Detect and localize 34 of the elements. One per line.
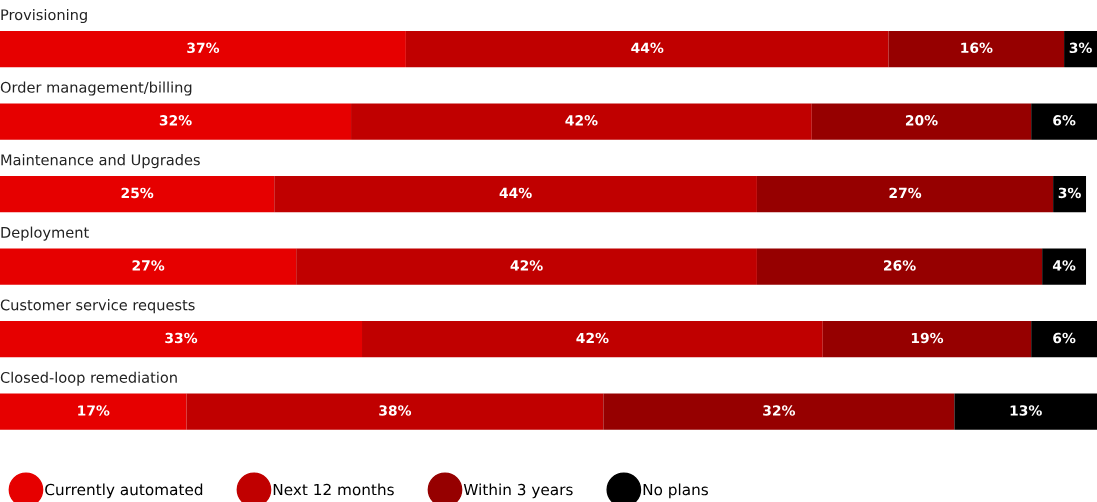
data-label: 6% [1053, 115, 1076, 126]
data-label: 27% [132, 260, 165, 271]
y-tick-label: Order management/billing [0, 81, 192, 96]
data-label: 33% [165, 332, 198, 344]
data-label: 25% [121, 187, 154, 199]
legend-label: No plans [643, 483, 708, 499]
legend-label: Currently automated [45, 483, 203, 499]
data-label: 42% [576, 332, 609, 344]
data-label: 13% [1010, 405, 1042, 416]
data-label: 17% [78, 405, 110, 416]
data-label: 19% [911, 332, 944, 344]
data-label: 6% [1053, 332, 1076, 344]
data-label: 26% [884, 260, 916, 271]
data-label: 27% [889, 187, 922, 199]
data-label: 37% [187, 42, 220, 54]
legend-label: Next 12 months [273, 483, 394, 496]
data-label: 4% [1052, 260, 1076, 271]
y-tick-label: Customer service requests [0, 299, 195, 314]
data-label: 3% [1069, 42, 1092, 54]
y-tick-label: Provisioning [1, 8, 87, 24]
legend-label: Within 3 years [463, 483, 573, 499]
data-label: 44% [499, 187, 532, 199]
data-label: 42% [510, 260, 543, 271]
data-label: 20% [905, 115, 938, 126]
data-label: 44% [631, 42, 664, 54]
data-label: 32% [763, 405, 796, 416]
data-label: 32% [159, 115, 192, 126]
y-tick-label: Maintenance and Upgrades [1, 154, 200, 169]
data-label: 16% [961, 42, 993, 54]
y-tick-label: Closed-loop remediation [0, 371, 177, 386]
data-label: 42% [565, 115, 598, 126]
data-label: 38% [379, 405, 412, 416]
y-tick-label: Deployment [1, 226, 89, 241]
data-label: 3% [1058, 187, 1081, 199]
